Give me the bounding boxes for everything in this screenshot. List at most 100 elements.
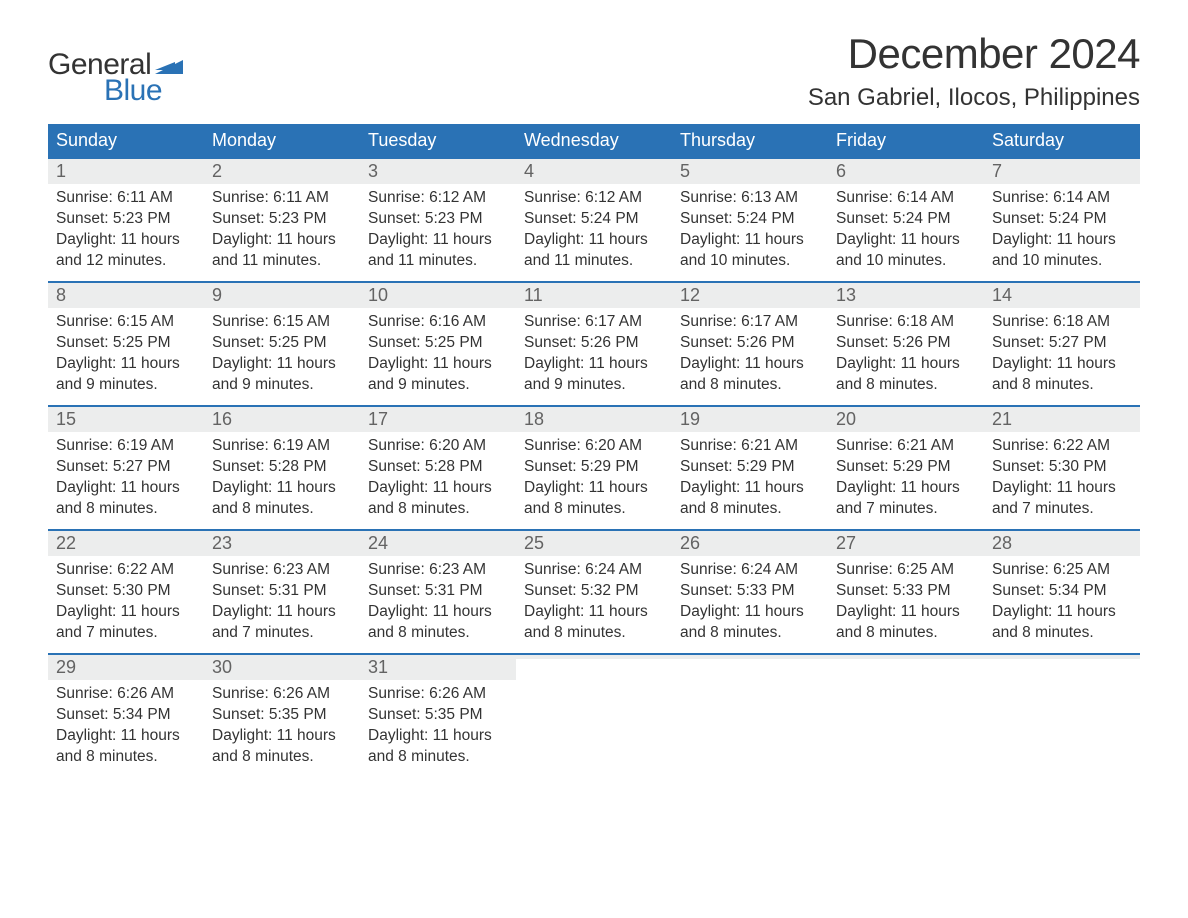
day-daylight2: and 11 minutes. [524,251,666,272]
day-number-row [672,655,828,659]
day-body: Sunrise: 6:24 AMSunset: 5:33 PMDaylight:… [672,556,828,648]
day-number: 8 [56,285,66,305]
day-cell: 14Sunrise: 6:18 AMSunset: 5:27 PMDayligh… [984,283,1140,405]
day-body: Sunrise: 6:14 AMSunset: 5:24 PMDaylight:… [828,184,984,276]
day-sunset: Sunset: 5:23 PM [212,209,354,230]
day-daylight1: Daylight: 11 hours [836,230,978,251]
day-sunset: Sunset: 5:29 PM [680,457,822,478]
day-body: Sunrise: 6:23 AMSunset: 5:31 PMDaylight:… [360,556,516,648]
day-body: Sunrise: 6:23 AMSunset: 5:31 PMDaylight:… [204,556,360,648]
day-sunrise: Sunrise: 6:26 AM [212,684,354,705]
day-cell: 16Sunrise: 6:19 AMSunset: 5:28 PMDayligh… [204,407,360,529]
day-number-row: 7 [984,159,1140,184]
day-sunrise: Sunrise: 6:26 AM [368,684,510,705]
day-daylight1: Daylight: 11 hours [836,478,978,499]
day-daylight1: Daylight: 11 hours [212,354,354,375]
day-daylight2: and 9 minutes. [56,375,198,396]
day-sunset: Sunset: 5:26 PM [524,333,666,354]
day-sunset: Sunset: 5:25 PM [212,333,354,354]
day-sunset: Sunset: 5:24 PM [680,209,822,230]
day-body: Sunrise: 6:15 AMSunset: 5:25 PMDaylight:… [48,308,204,400]
day-sunrise: Sunrise: 6:21 AM [680,436,822,457]
day-number-row: 20 [828,407,984,432]
flag-icon [155,56,183,74]
day-number-row: 22 [48,531,204,556]
day-sunrise: Sunrise: 6:17 AM [680,312,822,333]
day-number: 15 [56,409,76,429]
day-cell: 18Sunrise: 6:20 AMSunset: 5:29 PMDayligh… [516,407,672,529]
day-sunset: Sunset: 5:34 PM [56,705,198,726]
day-sunrise: Sunrise: 6:15 AM [56,312,198,333]
day-daylight2: and 7 minutes. [836,499,978,520]
day-daylight1: Daylight: 11 hours [368,726,510,747]
day-daylight2: and 9 minutes. [368,375,510,396]
day-sunset: Sunset: 5:27 PM [56,457,198,478]
day-sunset: Sunset: 5:25 PM [368,333,510,354]
title-block: December 2024 San Gabriel, Ilocos, Phili… [808,30,1140,112]
day-daylight2: and 11 minutes. [212,251,354,272]
day-sunrise: Sunrise: 6:25 AM [992,560,1134,581]
day-number-row: 23 [204,531,360,556]
day-cell [516,655,672,777]
day-number-row: 29 [48,655,204,680]
day-daylight2: and 8 minutes. [212,499,354,520]
day-number-row: 4 [516,159,672,184]
day-daylight1: Daylight: 11 hours [56,354,198,375]
day-sunrise: Sunrise: 6:21 AM [836,436,978,457]
weekday-header: Sunday [48,124,204,157]
day-daylight2: and 11 minutes. [368,251,510,272]
day-daylight2: and 7 minutes. [212,623,354,644]
day-sunrise: Sunrise: 6:26 AM [56,684,198,705]
weekday-header: Tuesday [360,124,516,157]
day-number: 20 [836,409,856,429]
day-sunset: Sunset: 5:23 PM [56,209,198,230]
day-number-row: 31 [360,655,516,680]
day-number-row [516,655,672,659]
day-daylight2: and 8 minutes. [524,623,666,644]
weekday-header: Wednesday [516,124,672,157]
day-sunrise: Sunrise: 6:19 AM [56,436,198,457]
day-cell: 9Sunrise: 6:15 AMSunset: 5:25 PMDaylight… [204,283,360,405]
day-body: Sunrise: 6:16 AMSunset: 5:25 PMDaylight:… [360,308,516,400]
week-row: 22Sunrise: 6:22 AMSunset: 5:30 PMDayligh… [48,529,1140,653]
day-sunrise: Sunrise: 6:25 AM [836,560,978,581]
day-sunset: Sunset: 5:30 PM [992,457,1134,478]
day-daylight1: Daylight: 11 hours [524,354,666,375]
day-number: 26 [680,533,700,553]
day-body: Sunrise: 6:11 AMSunset: 5:23 PMDaylight:… [204,184,360,276]
day-sunrise: Sunrise: 6:14 AM [992,188,1134,209]
day-number-row: 26 [672,531,828,556]
weeks-container: 1Sunrise: 6:11 AMSunset: 5:23 PMDaylight… [48,157,1140,777]
day-cell: 15 Sunrise: 6:19 AMSunset: 5:27 PMDayligh… [48,407,204,529]
day-daylight1: Daylight: 11 hours [56,478,198,499]
day-sunrise: Sunrise: 6:22 AM [56,560,198,581]
day-sunset: Sunset: 5:23 PM [368,209,510,230]
day-cell: 25Sunrise: 6:24 AMSunset: 5:32 PMDayligh… [516,531,672,653]
day-daylight2: and 8 minutes. [680,375,822,396]
day-body: Sunrise: 6:20 AMSunset: 5:28 PMDaylight:… [360,432,516,524]
day-cell: 31 Sunrise: 6:26 AMSunset: 5:35 PMDayligh… [360,655,516,777]
day-number-row: 2 [204,159,360,184]
day-sunrise: Sunrise: 6:23 AM [368,560,510,581]
day-sunset: Sunset: 5:35 PM [368,705,510,726]
day-number: 31 [368,657,388,677]
week-row: 1Sunrise: 6:11 AMSunset: 5:23 PMDaylight… [48,157,1140,281]
day-sunset: Sunset: 5:24 PM [524,209,666,230]
day-daylight1: Daylight: 11 hours [680,230,822,251]
day-sunset: Sunset: 5:24 PM [836,209,978,230]
day-number-row: 19 [672,407,828,432]
day-body: Sunrise: 6:19 AMSunset: 5:27 PMDaylight:… [48,432,204,524]
day-number-row: 11 [516,283,672,308]
day-daylight2: and 8 minutes. [680,623,822,644]
day-number-row: 8 [48,283,204,308]
month-title: December 2024 [808,30,1140,78]
weekday-header: Thursday [672,124,828,157]
day-daylight2: and 8 minutes. [836,623,978,644]
day-number: 19 [680,409,700,429]
day-sunset: Sunset: 5:29 PM [524,457,666,478]
day-number-row: 14 [984,283,1140,308]
day-number-row: 10 [360,283,516,308]
day-sunrise: Sunrise: 6:18 AM [992,312,1134,333]
day-sunrise: Sunrise: 6:14 AM [836,188,978,209]
day-daylight2: and 8 minutes. [368,747,510,768]
